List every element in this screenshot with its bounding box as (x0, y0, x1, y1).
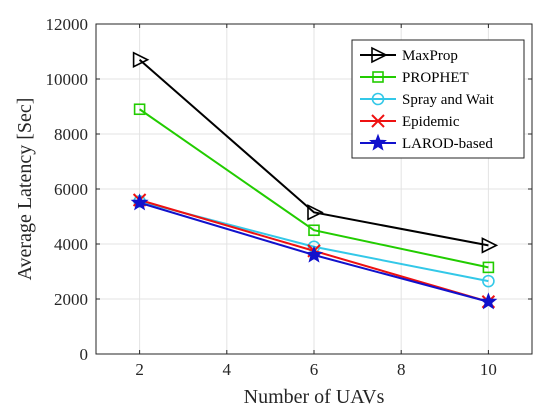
axis-ticks: 2 4 6 8 10 0 2000 4000 6000 8000 10000 12000 (46, 15, 532, 379)
data-point (307, 204, 324, 221)
x-tick-label: 4 (223, 360, 232, 379)
series-maxprop (132, 51, 499, 254)
data-point (133, 103, 146, 116)
marker-shape (372, 71, 384, 83)
marker-shape (305, 245, 323, 263)
legend-label: Spray and Wait (402, 92, 495, 108)
marker-shape (130, 193, 149, 211)
marker-shape (369, 133, 387, 151)
legend-label: Epidemic (402, 114, 460, 130)
marker-shape (482, 261, 495, 274)
legend-item: LAROD-based (360, 133, 493, 152)
data-point (130, 193, 149, 211)
data-point (305, 245, 323, 263)
marker-shape (132, 51, 150, 69)
marker-shape (371, 92, 385, 106)
x-axis-title: Number of UAVs (244, 386, 385, 408)
legend-marker (371, 46, 388, 64)
legend-label: MaxProp (402, 48, 458, 64)
legend-marker (371, 92, 385, 106)
y-tick-label: 10000 (46, 70, 89, 89)
y-tick-label: 2000 (54, 290, 88, 309)
data-point (132, 51, 150, 69)
y-tick-label: 12000 (46, 15, 89, 34)
x-tick-label: 10 (480, 360, 497, 379)
legend-item: Epidemic (360, 114, 460, 130)
x-tick-label: 8 (397, 360, 406, 379)
data-point (481, 237, 499, 254)
legend-box (351, 39, 525, 159)
marker-shape (307, 204, 324, 221)
legend-label: LAROD-based (402, 136, 493, 152)
marker-shape (479, 292, 498, 310)
series-line (138, 58, 489, 247)
y-tick-label: 0 (80, 345, 89, 364)
marker-shape (133, 103, 146, 116)
legend-label: PROPHET (402, 70, 469, 86)
legend-marker (371, 114, 385, 128)
y-axis-title: Average Latency [Sec] (14, 98, 36, 281)
marker-shape (482, 274, 495, 288)
marker-shape (481, 237, 499, 254)
y-tick-label: 8000 (54, 125, 88, 144)
series-larod-based (130, 193, 498, 310)
data-point (479, 292, 498, 310)
y-tick-label: 4000 (54, 235, 88, 254)
legend: MaxProp PROPHET Spray and Wait Epidemic LARO… (351, 39, 525, 159)
marker-shape (371, 114, 385, 128)
legend-item: MaxProp (360, 46, 458, 64)
y-tick-label: 6000 (54, 180, 88, 199)
series-layer (130, 51, 499, 310)
legend-item: PROPHET (360, 70, 469, 86)
data-point (482, 261, 495, 274)
data-point (482, 274, 495, 288)
x-tick-label: 2 (135, 360, 144, 379)
series-line (139, 108, 489, 269)
legend-item: Spray and Wait (360, 92, 495, 108)
series-prophet (133, 103, 495, 274)
marker-shape (308, 224, 320, 237)
legend-marker (369, 133, 387, 151)
legend-marker (372, 71, 384, 83)
data-point (308, 224, 320, 237)
x-tick-label: 6 (310, 360, 319, 379)
marker-shape (371, 46, 388, 64)
